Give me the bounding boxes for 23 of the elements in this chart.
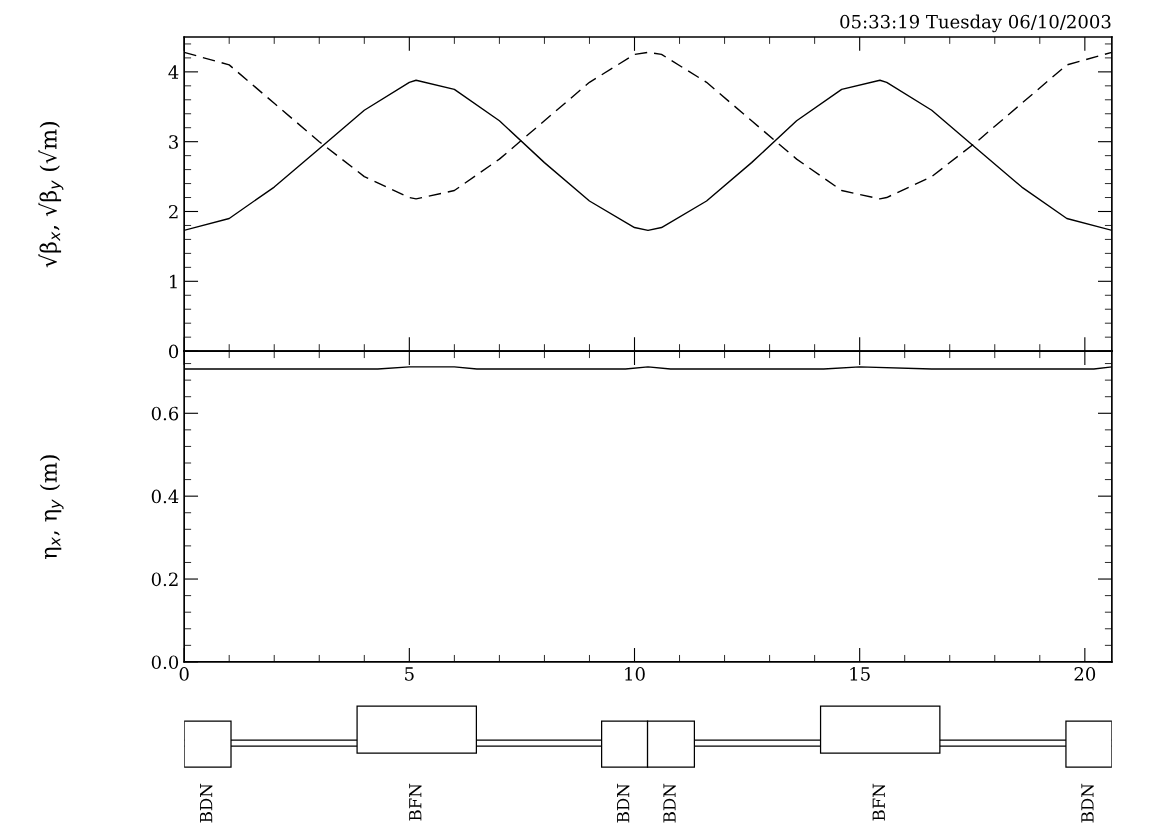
text: BDN: [663, 783, 676, 823]
text: BFN: [409, 783, 422, 821]
text: BDN: [200, 783, 213, 823]
y-tick-label: 3: [169, 135, 178, 149]
y-tick-label: 0.6: [151, 406, 179, 421]
y-axis-title: η$_{x}$, η$_{y}$ (m): [39, 455, 64, 559]
x-tick-label: 5: [405, 667, 414, 681]
x-tick-label: 15: [850, 667, 870, 681]
text: BDN: [617, 783, 630, 823]
y-tick-label: 0.0: [151, 655, 179, 670]
y-tick-label: 1: [170, 274, 177, 289]
y-tick-label: 2: [169, 204, 178, 219]
y-axis-title: √β$_{x}$, √β$_{y}$ (√m): [38, 121, 64, 268]
y-tick-label: 0: [169, 344, 179, 359]
x-tick-label: 0: [179, 667, 189, 681]
x-tick-label: 10: [625, 667, 645, 681]
y-tick-label: 4: [168, 65, 179, 79]
y-tick-label: 0.4: [151, 489, 179, 504]
text: BDN: [1081, 783, 1094, 823]
y-tick-label: 0.2: [151, 572, 178, 587]
text: BFN: [872, 783, 886, 821]
x-tick-label: 20: [1074, 667, 1096, 681]
text: 05:33:19 Tuesday 06/10/2003: [840, 14, 1111, 33]
